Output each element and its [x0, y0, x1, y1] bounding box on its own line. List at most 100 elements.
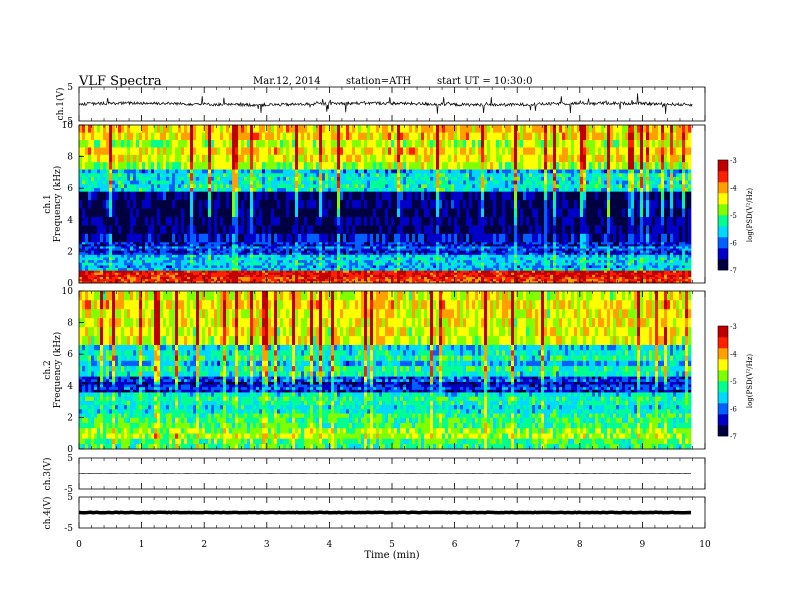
ch1-spectrogram-cell	[523, 246, 527, 249]
ch1-spectrogram-cell	[418, 233, 422, 243]
ch1-spectrogram-cell	[358, 254, 362, 258]
ch1-spectrogram-cell	[184, 270, 188, 273]
ch1-spectrogram-cell	[631, 244, 635, 247]
ch1-spectrogram-cell	[358, 276, 362, 280]
ch1-spectrogram-cell	[79, 257, 83, 261]
ch1-spectrogram-cell	[265, 274, 269, 277]
ch1-spectrogram-cell	[226, 252, 230, 255]
ch1-spectrogram-cell	[268, 262, 272, 266]
ch1-spectrogram-cell	[523, 208, 527, 217]
ch1-spectrogram-cell	[613, 191, 617, 201]
ch1-spectrogram-cell	[520, 262, 524, 266]
ch1-spectrogram-cell	[493, 276, 497, 280]
ch1-spectrogram-cell	[202, 225, 206, 234]
ch1-spectrogram-cell	[109, 265, 113, 269]
ch1-spectrogram-cell	[457, 267, 461, 271]
ch1-spectrogram-cell	[445, 208, 449, 217]
ch1-spectrogram-cell	[388, 241, 392, 245]
ch1-spectrogram-cell	[304, 259, 308, 263]
ch1-spectrogram-cell	[544, 265, 548, 269]
ch1-spectrogram-cell	[652, 280, 656, 284]
ch1-spectrogram-cell	[79, 208, 83, 217]
ch1-spectrogram-cell	[379, 272, 383, 275]
ch1-spectrogram-cell	[487, 278, 491, 282]
ch1-spectrogram-cell	[370, 267, 374, 271]
ch1-spectrogram-cell	[217, 278, 221, 282]
ch1-spectrogram-cell	[661, 248, 665, 251]
ch1-spectrogram-cell	[574, 274, 578, 277]
ch1-spectrogram-cell	[112, 252, 116, 255]
ch1-spectrogram-cell	[502, 225, 506, 234]
ch1-spectrogram-cell	[325, 276, 329, 280]
ch1-spectrogram-cell	[382, 265, 386, 269]
ch1-spectrogram-cell	[136, 280, 140, 284]
ch1-spectrogram-cell	[679, 259, 683, 263]
ch1-spectrogram-cell	[133, 191, 137, 201]
ch1-spectrogram-cell	[427, 216, 431, 226]
ch1-spectrogram-cell	[670, 246, 674, 249]
ch1-spectrogram-cell	[184, 187, 188, 192]
ch1-spectrogram-cell	[271, 280, 275, 284]
ch1-spectrogram-cell	[550, 265, 554, 269]
ch1-spectrogram-cell	[178, 272, 182, 275]
ch1-spectrogram-cell	[85, 265, 89, 269]
ch1-spectrogram-cell	[85, 270, 89, 273]
ch1-spectrogram-cell	[214, 233, 218, 243]
ch1-spectrogram-cell	[259, 199, 263, 209]
ch1-spectrogram-cell	[136, 216, 140, 226]
ch1-spectrogram-cell	[535, 257, 539, 261]
ch1-spectrogram-cell	[553, 191, 557, 201]
ch1-spectrogram-cell	[475, 270, 479, 273]
ch1-spectrogram-cell	[244, 248, 248, 251]
ch1-spectrogram-cell	[223, 208, 227, 217]
ch1-spectrogram-cell	[469, 252, 473, 255]
ch1-spectrogram-cell	[517, 278, 521, 282]
ch1-spectrogram-cell	[673, 276, 677, 280]
ch1-spectrogram-cell	[571, 199, 575, 209]
ch1-spectrogram-cell	[91, 216, 95, 226]
ch1-spectrogram-cell	[502, 259, 506, 263]
ch1-spectrogram-cell	[121, 276, 125, 280]
ch1-spectrogram-cell	[226, 199, 230, 209]
ch1-spectrogram-cell	[208, 262, 212, 266]
ch1-spectrogram-cell	[124, 254, 128, 258]
ch1-spectrogram-cell	[499, 257, 503, 261]
ch1-spectrogram-cell	[610, 267, 614, 271]
ch1-spectrogram-cell	[445, 276, 449, 280]
ch1-spectrogram-cell	[124, 246, 128, 249]
ch1-spectrogram-cell	[457, 262, 461, 266]
ch1-spectrogram-cell	[346, 241, 350, 245]
ch1-spectrogram-cell	[457, 191, 461, 201]
ch1-spectrogram-cell	[652, 267, 656, 271]
ch1-spectrogram-cell	[526, 267, 530, 271]
ch1-spectrogram-cell	[355, 244, 359, 247]
ch1-spectrogram-cell	[616, 248, 620, 251]
ch1-spectrogram-cell	[199, 199, 203, 209]
ch1-spectrogram-cell	[676, 250, 680, 253]
ch1-spectrogram-cell	[175, 246, 179, 249]
ch1-spectrogram-cell	[469, 241, 473, 245]
ch1-spectrogram-cell	[226, 250, 230, 253]
ch1-spectrogram-cell	[445, 241, 449, 245]
ch1-spectrogram-cell	[580, 248, 584, 251]
ch1-spectrogram-cell	[196, 272, 200, 275]
ch1-spectrogram-cell	[511, 274, 515, 277]
ch1-spectrogram-cell	[481, 252, 485, 255]
ch1-spectrogram-cell	[238, 191, 242, 201]
ch1-spectrogram-cell	[388, 248, 392, 251]
ch1-spectrogram-cell	[580, 280, 584, 284]
ch1-spectrogram-cell	[640, 259, 644, 263]
ch1-spectrogram-cell	[607, 225, 611, 234]
ch1-spectrogram-cell	[223, 272, 227, 275]
ch1-spectrogram-cell	[676, 274, 680, 277]
ch1-spectrogram-cell	[259, 280, 263, 284]
ch1-spectrogram-cell	[649, 274, 653, 277]
ch1-spectrogram-cell	[256, 250, 260, 253]
ch1-spectrogram-cell	[166, 250, 170, 253]
ch1-spectrogram-cell	[442, 199, 446, 209]
ch1-spectrogram-cell	[280, 252, 284, 255]
ch1-spectrogram-cell	[601, 257, 605, 261]
ch1-spectrogram-cell	[496, 250, 500, 253]
ch1-spectrogram-cell	[586, 254, 590, 258]
ch1-spectrogram-cell	[574, 259, 578, 263]
